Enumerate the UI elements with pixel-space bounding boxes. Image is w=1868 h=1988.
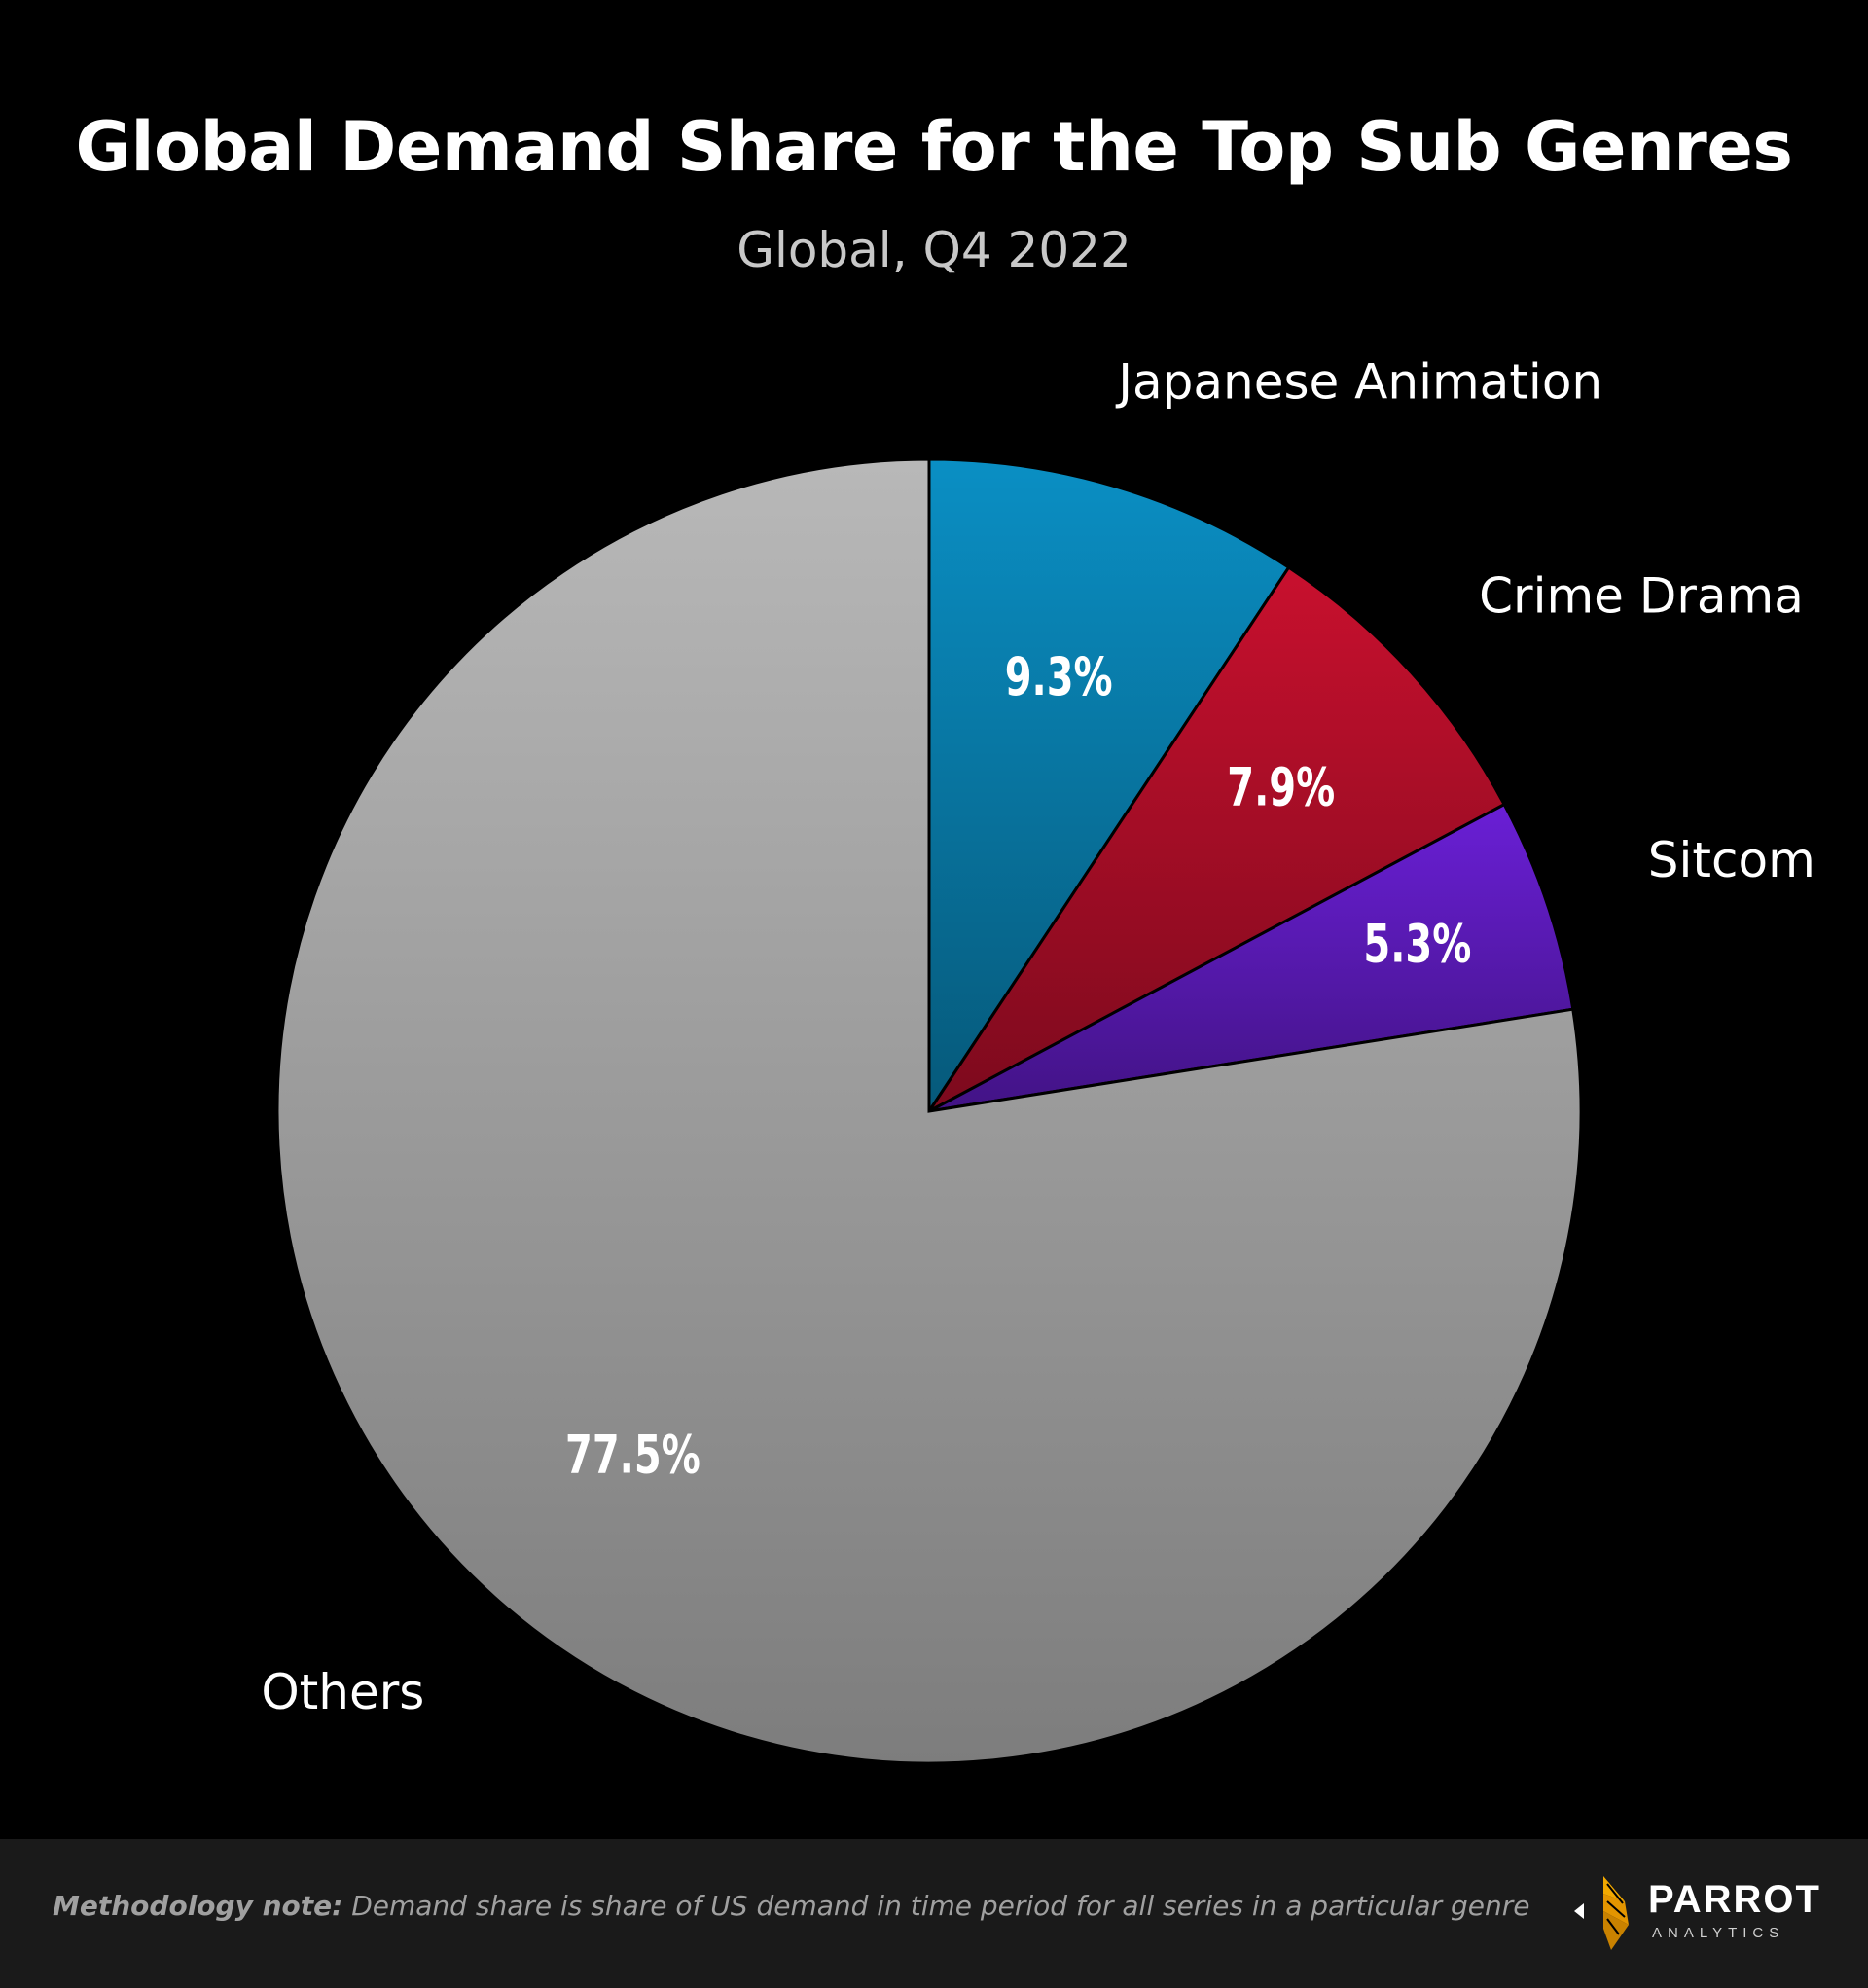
value-label-sitcom: 5.3% <box>1363 915 1471 976</box>
value-label-others: 77.5% <box>565 1426 700 1487</box>
parrot-logo-icon <box>1574 1876 1629 1950</box>
pie-slice-japanese-animation <box>927 457 1291 1116</box>
pie-chart: 9.3% 7.9% 5.3% 77.5% Japanese Animation Crim… <box>261 354 1815 1765</box>
footer: Methodology note: Demand share is share … <box>0 1839 1868 1988</box>
logo-subtext: ANALYTICS <box>1652 1925 1785 1941</box>
logo-wordmark: PARROT <box>1648 1878 1821 1921</box>
value-label-japanese-animation: 9.3% <box>1005 647 1113 708</box>
chart-title: Global Demand Share for the Top Sub Genr… <box>75 107 1793 187</box>
category-label-crime-drama: Crime Drama <box>1479 567 1804 624</box>
value-label-crime-drama: 7.9% <box>1227 758 1335 819</box>
category-label-japanese-animation: Japanese Animation <box>1115 354 1602 411</box>
chart-subtitle: Global, Q4 2022 <box>736 222 1132 278</box>
methodology-note: Methodology note: Demand share is share … <box>53 1890 1529 1922</box>
methodology-note-text: Demand share is share of US demand in ti… <box>342 1890 1530 1922</box>
category-label-sitcom: Sitcom <box>1648 832 1815 888</box>
parrot-analytics-logo: PARROT ANALYTICS <box>1568 1868 1819 1956</box>
category-label-others: Others <box>261 1664 424 1720</box>
methodology-note-label: Methodology note: <box>53 1890 343 1922</box>
pie-slice-crime-drama <box>927 565 1507 1113</box>
pie-slice-others <box>275 457 1583 1765</box>
